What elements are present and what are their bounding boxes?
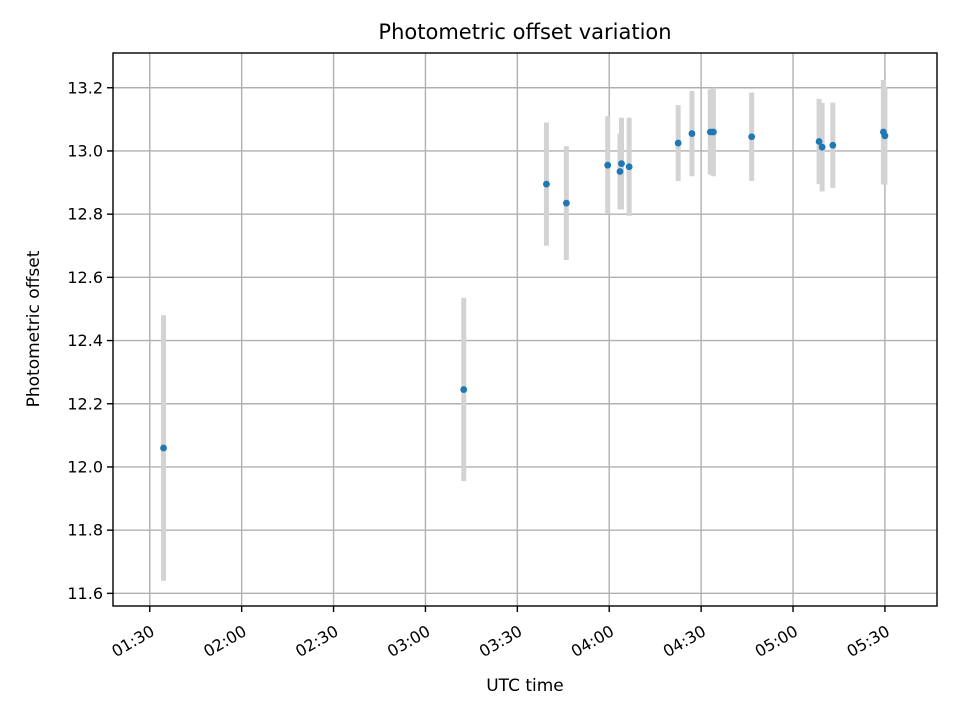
- y-tick-label: 12.4: [67, 331, 103, 350]
- data-point: [618, 160, 625, 168]
- x-tick-label: 02:30: [292, 621, 341, 661]
- x-axis-ticks: 01:30 02:00 02:30 03:00 03:30 04:00 04:30 05:00…: [108, 606, 893, 661]
- y-tick-label: 12.2: [67, 394, 103, 413]
- y-tick-label: 11.6: [67, 584, 103, 603]
- data-point: [829, 141, 837, 149]
- data-points: [160, 128, 889, 452]
- y-tick-label: 11.8: [67, 521, 103, 540]
- data-point: [543, 180, 550, 188]
- x-tick-label: 01:30: [108, 621, 157, 661]
- x-tick-label: 03:00: [384, 621, 433, 661]
- data-point: [815, 138, 823, 145]
- chart-title: Photometric offset variation: [378, 20, 671, 44]
- data-point: [748, 133, 756, 141]
- data-point: [460, 386, 468, 393]
- x-tick-label: 05:00: [752, 621, 801, 661]
- x-tick-label: 03:30: [476, 621, 525, 661]
- x-tick-label: 05:30: [843, 621, 892, 661]
- x-tick-label: 02:00: [200, 621, 249, 661]
- y-tick-label: 12.0: [67, 457, 103, 476]
- data-point: [881, 132, 889, 140]
- error-bars: [161, 79, 888, 581]
- data-point: [562, 199, 570, 207]
- grid: [113, 53, 937, 606]
- plot-frame: [112, 52, 938, 607]
- data-point: [604, 161, 612, 169]
- data-point: [160, 444, 167, 452]
- y-axis-label: Photometric offset: [24, 250, 44, 407]
- y-tick-label: 13.2: [67, 78, 103, 97]
- y-axis-ticks: 11.6 11.8 12.0 12.2 12.4 12.6 12.8 13.0 13.2: [67, 78, 113, 603]
- data-point: [616, 168, 624, 175]
- data-point: [674, 139, 682, 147]
- x-tick-label: 04:30: [660, 621, 709, 661]
- x-tick-label: 04:00: [568, 621, 617, 661]
- x-axis-label: UTC time: [486, 676, 564, 696]
- data-point: [709, 128, 717, 136]
- y-tick-label: 12.6: [67, 268, 103, 287]
- data-point: [625, 163, 633, 171]
- data-point: [688, 130, 696, 137]
- y-tick-label: 13.0: [67, 141, 103, 160]
- data-point: [818, 143, 826, 151]
- y-tick-label: 12.8: [67, 205, 103, 224]
